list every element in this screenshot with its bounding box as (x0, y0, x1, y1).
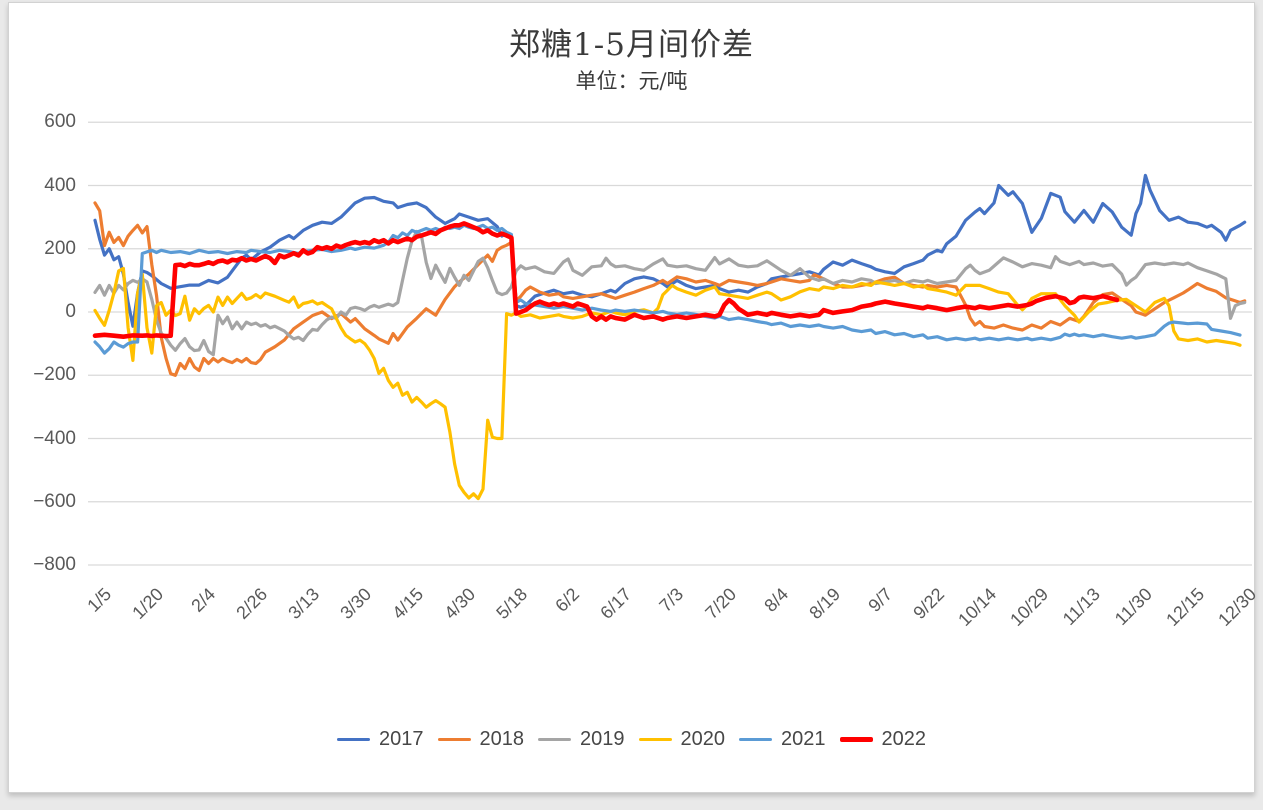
legend-line-swatch (839, 737, 873, 742)
legend-line-swatch (638, 738, 672, 741)
y-axis-tick-label: −400 (33, 427, 76, 449)
legend-label: 2021 (781, 728, 826, 750)
legend-line-swatch (538, 738, 571, 741)
y-axis-tick-label: −800 (33, 554, 76, 575)
legend-label: 2017 (379, 728, 424, 750)
legend-line-swatch (437, 738, 471, 741)
legend-label: 2018 (479, 728, 525, 750)
chart-title: 郑糖1-5月间价差 (509, 27, 754, 63)
legend-item-2021: 2021 (739, 728, 826, 751)
legend-label: 2022 (881, 728, 927, 750)
legend-label: 2019 (580, 728, 625, 750)
y-axis-tick-label: 0 (65, 301, 76, 322)
legend-item-2017: 2017 (337, 728, 424, 751)
y-axis-tick-label: −600 (33, 490, 76, 512)
legend-label: 2020 (680, 728, 726, 750)
y-axis-tick-label: 400 (44, 174, 76, 196)
legend-item-2020: 2020 (638, 728, 726, 751)
y-axis-tick-label: −200 (33, 364, 76, 386)
y-axis-tick-label: 200 (44, 237, 76, 259)
legend-line-swatch (739, 738, 772, 741)
legend-item-2019: 2019 (538, 728, 625, 751)
chart-card: 郑糖1-5月间价差 单位：元/吨 (8, 2, 1255, 793)
y-axis-tick-label: 600 (44, 111, 76, 133)
chart-subtitle: 单位：元/吨 (575, 69, 688, 93)
legend-item-2018: 2018 (437, 728, 525, 751)
legend-line-swatch (337, 738, 370, 741)
legend-item-2022: 2022 (839, 728, 927, 751)
chart-legend: 2017 2018 2019 2020 2021 2022 (0, 728, 1263, 751)
